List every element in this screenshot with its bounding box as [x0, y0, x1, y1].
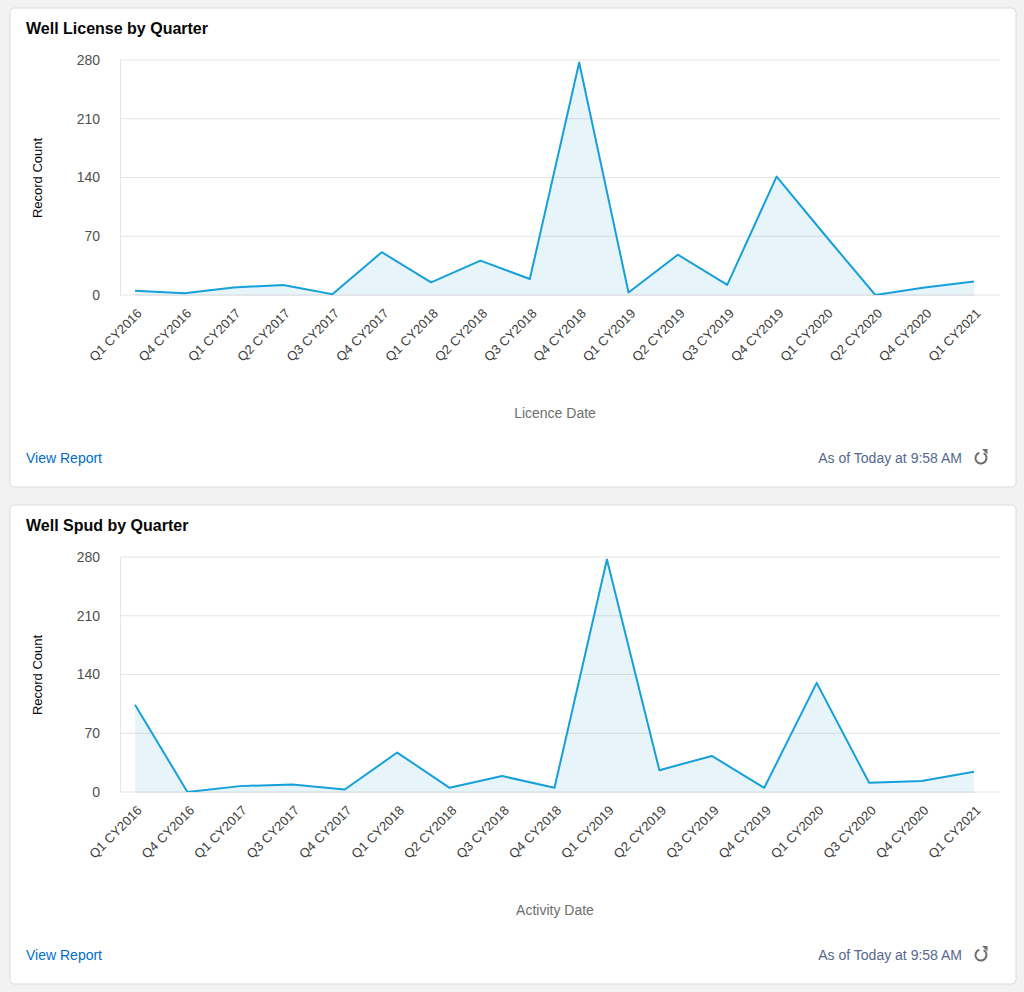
x-tick: Q3 CY2018	[453, 792, 512, 861]
x-tick: Q1 CY2020	[768, 792, 827, 861]
y-axis-line	[120, 558, 121, 793]
y-tick: 280	[77, 52, 120, 68]
x-tick: Q4 CY2019	[715, 792, 774, 861]
y-tick: 140	[77, 666, 120, 682]
timestamp: As of Today at 9:58 AM	[818, 947, 962, 963]
grid-line	[120, 60, 1000, 61]
y-tick-label: 0	[92, 287, 100, 303]
y-axis: 0 70 140 210 280	[77, 549, 121, 800]
x-tick: Q1 CY2017	[191, 792, 250, 861]
x-tick-label: Q2 CY2019	[611, 803, 670, 862]
x-tick: Q1 CY2021	[925, 792, 984, 861]
y-tick: 140	[77, 169, 120, 185]
x-tick-label: Q3 CY2019	[663, 803, 722, 862]
card: Well License by Quarter 0 70 140 210 280 Q1 CY…	[10, 8, 1016, 487]
x-tick-label: Q3 CY2018	[453, 803, 512, 862]
x-tick-label: Q4 CY2017	[296, 803, 355, 862]
grid-line	[120, 615, 1000, 616]
refresh-arc[interactable]	[974, 452, 987, 465]
x-tick: Q4 CY2017	[296, 792, 355, 861]
view-report-link[interactable]: View Report	[26, 947, 102, 963]
x-tick-label: Q1 CY2017	[191, 803, 250, 862]
x-tick: Q3 CY2019	[663, 792, 722, 861]
x-tick: Q1 CY2019	[558, 792, 617, 861]
y-tick: 280	[77, 549, 120, 565]
y-axis-title: Record Count	[30, 635, 45, 716]
y-tick-label: 280	[77, 549, 101, 565]
x-tick-label: Q2 CY2018	[401, 803, 460, 862]
y-tick: 70	[84, 725, 120, 741]
grid-line	[120, 674, 1000, 675]
x-tick-label: Q3 CY2020	[820, 803, 879, 862]
y-tick-label: 0	[92, 784, 100, 800]
refresh-icon[interactable]	[974, 449, 987, 464]
y-tick-label: 70	[84, 725, 100, 741]
y-tick-label: 70	[84, 228, 100, 244]
grid-line	[120, 733, 1000, 734]
x-tick: Q3 CY2017	[244, 792, 303, 861]
x-axis-line	[136, 792, 975, 793]
x-tick: Q1 CY2021	[925, 295, 984, 364]
x-axis: Q1 CY2016Q4 CY2016Q1 CY2017Q3 CY2017Q4 C…	[86, 792, 984, 861]
x-tick-label: Q3 CY2017	[244, 803, 303, 862]
plot	[135, 560, 974, 792]
x-axis-title: Activity Date	[516, 902, 594, 918]
timestamp: As of Today at 9:58 AM	[818, 450, 962, 466]
x-tick-label: Q1 CY2019	[558, 803, 617, 862]
x-tick-label: Q1 CY2021	[925, 306, 984, 365]
title: Well License by Quarter	[26, 20, 208, 37]
refresh-arrow[interactable]	[982, 449, 988, 455]
dashboard: Well License by Quarter 0 70 140 210 280 Q1 CY…	[0, 0, 1024, 992]
area	[135, 560, 974, 792]
plot	[135, 63, 974, 295]
y-tick-label: 280	[77, 52, 101, 68]
x-tick: Q2 CY2018	[401, 792, 460, 861]
y-tick: 0	[92, 784, 120, 800]
y-tick: 0	[92, 287, 120, 303]
x-tick-label: Q1 CY2020	[768, 803, 827, 862]
line	[135, 560, 974, 792]
x-axis: Q1 CY2016Q4 CY2016Q1 CY2017Q2 CY2017Q3 C…	[86, 295, 984, 364]
y-axis: 0 70 140 210 280	[77, 52, 121, 303]
refresh-arrow[interactable]	[982, 946, 988, 952]
y-tick-label: 140	[77, 666, 101, 682]
y-axis-title: Record Count	[30, 138, 45, 219]
y-tick-label: 210	[77, 111, 101, 127]
x-tick: Q3 CY2020	[820, 792, 879, 861]
x-tick-label: Q1 CY2018	[348, 803, 407, 862]
x-tick-label: Q4 CY2019	[715, 803, 774, 862]
x-tick: Q4 CY2016	[139, 792, 198, 861]
y-tick-label: 140	[77, 169, 101, 185]
y-tick: 210	[77, 111, 120, 127]
y-tick-label: 210	[77, 608, 101, 624]
x-tick-label: Q4 CY2016	[139, 803, 198, 862]
x-tick: Q4 CY2018	[506, 792, 565, 861]
refresh-arc[interactable]	[974, 949, 987, 962]
grid	[120, 557, 1000, 792]
x-tick: Q1 CY2018	[348, 792, 407, 861]
x-axis-title: Licence Date	[514, 405, 596, 421]
x-axis-line	[136, 295, 975, 296]
y-tick: 210	[77, 608, 120, 624]
x-tick-label: Q4 CY2020	[873, 803, 932, 862]
x-tick: Q2 CY2019	[611, 792, 670, 861]
x-tick-label: Q1 CY2016	[86, 803, 145, 862]
x-tick: Q1 CY2016	[86, 792, 145, 861]
grid	[120, 60, 1000, 295]
title: Well Spud by Quarter	[26, 517, 188, 534]
view-report-link[interactable]: View Report	[26, 450, 102, 466]
card: Well Spud by Quarter 0 70 140 210 280 Q1 CY201…	[10, 505, 1016, 984]
x-tick-label: Q4 CY2018	[506, 803, 565, 862]
refresh-icon[interactable]	[974, 946, 987, 961]
y-axis-line	[120, 61, 121, 296]
x-tick-label: Q1 CY2021	[925, 803, 984, 862]
card-frame	[10, 8, 1016, 487]
grid-line	[120, 118, 1000, 119]
grid-line	[120, 557, 1000, 558]
line	[135, 63, 974, 295]
y-tick: 70	[84, 228, 120, 244]
area	[135, 63, 974, 295]
x-tick: Q4 CY2020	[873, 792, 932, 861]
card-frame	[10, 505, 1016, 984]
